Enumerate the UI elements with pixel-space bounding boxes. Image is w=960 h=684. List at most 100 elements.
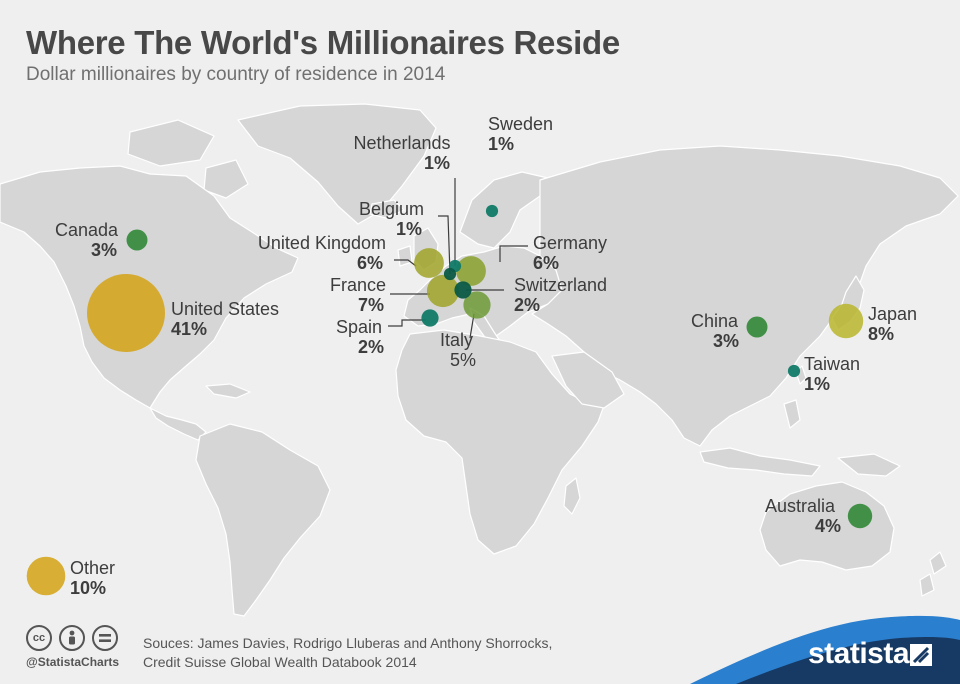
brand-wave-dark	[736, 636, 960, 684]
label-share: 10%	[70, 578, 107, 598]
no-derivatives-icon[interactable]	[92, 625, 118, 651]
label-share: 6%	[533, 253, 560, 273]
label-name: Australia	[765, 496, 836, 516]
iceland-shape	[369, 199, 405, 219]
label-share: 41%	[171, 319, 208, 339]
label-share: 8%	[868, 324, 895, 344]
bubble-australia	[847, 503, 873, 529]
label-italy: Italy 5%	[440, 330, 476, 370]
label-united-kingdom: United Kingdom 6%	[240, 233, 386, 273]
twitter-handle[interactable]: @StatistaCharts	[26, 655, 120, 669]
label-united-states: United States 41%	[171, 299, 279, 339]
source-note: Souces: James Davies, Rodrigo Lluberas a…	[143, 634, 552, 672]
label-name: Switzerland	[514, 275, 608, 295]
label-name: France	[329, 275, 386, 295]
label-share: 3%	[713, 331, 740, 351]
new-zealand-shape-2	[919, 573, 935, 597]
label-share: 3%	[91, 240, 118, 260]
label-name: Canada	[55, 220, 119, 240]
new-guinea-shape	[837, 453, 901, 477]
cc-icon[interactable]: cc	[26, 625, 52, 651]
bubble-canada	[126, 229, 148, 251]
leader-uk	[394, 259, 417, 267]
label-share: 1%	[804, 374, 831, 394]
leader-belgium	[438, 215, 451, 275]
chart-subtitle: Dollar millionaires by country of reside…	[26, 64, 446, 85]
label-taiwan: Taiwan 1%	[804, 354, 860, 394]
bubble-germany	[456, 256, 486, 286]
label-name: United States	[171, 299, 280, 319]
caribbean-shape	[205, 383, 251, 399]
bubble-us	[87, 274, 165, 352]
label-other: Other 10%	[70, 558, 115, 598]
arctic-islands-shape-2	[203, 159, 249, 199]
label-name: Belgium	[358, 199, 424, 219]
bubble-spain	[421, 309, 439, 327]
license-icons: cc	[26, 625, 118, 651]
statista-logo-text[interactable]: statista	[808, 637, 910, 670]
label-name: China	[691, 311, 739, 331]
source-line-2: Credit Suisse Global Wealth Databook 201…	[143, 654, 417, 670]
label-japan: Japan 8%	[868, 304, 917, 344]
label-name: United Kingdom	[257, 233, 386, 253]
label-canada: Canada 3%	[55, 220, 118, 260]
arabia-shape	[551, 351, 625, 409]
label-share: 5%	[450, 350, 477, 370]
label-spain: Spain 2%	[336, 317, 384, 357]
source-line-1: Souces: James Davies, Rodrigo Lluberas a…	[143, 635, 553, 651]
label-share: 1%	[396, 219, 423, 239]
arctic-islands-shape	[127, 119, 215, 167]
label-name: Taiwan	[804, 354, 861, 374]
leader-lines	[388, 178, 528, 339]
label-france: France 7%	[320, 275, 386, 315]
label-switzerland: Switzerland 2%	[514, 275, 607, 315]
label-share: 7%	[358, 295, 385, 315]
statista-logo-icon	[910, 644, 932, 666]
bubble-france	[426, 274, 460, 308]
label-share: 4%	[815, 516, 842, 536]
asia-shape	[531, 145, 959, 447]
label-australia: Australia 4%	[765, 496, 841, 536]
label-belgium: Belgium 1%	[344, 199, 424, 239]
ireland-shape	[397, 245, 413, 267]
new-zealand-shape	[929, 551, 947, 575]
philippines-shape	[783, 399, 801, 429]
label-netherlands: Netherlands 1%	[346, 133, 458, 173]
label-germany: Germany 6%	[533, 233, 607, 273]
label-share: 2%	[358, 337, 385, 357]
label-sweden: Sweden 1%	[488, 114, 553, 154]
indonesia-shape	[699, 447, 821, 477]
label-name: Japan	[868, 304, 918, 324]
label-share: 1%	[488, 134, 515, 154]
madagascar-shape	[563, 477, 581, 515]
attribution-icon[interactable]	[59, 625, 85, 651]
bubble-china	[746, 316, 768, 338]
bubble-other	[26, 556, 66, 596]
bubble-uk	[414, 248, 444, 278]
label-name: Netherlands	[353, 133, 451, 153]
label-share: 6%	[357, 253, 384, 273]
label-name: Germany	[533, 233, 608, 253]
label-name: Spain	[336, 317, 383, 337]
bubble-taiwan	[787, 364, 801, 378]
label-name: Italy	[440, 330, 474, 350]
label-share: 2%	[514, 295, 541, 315]
label-share: 1%	[424, 153, 451, 173]
label-name: Sweden	[488, 114, 554, 134]
leader-spain	[388, 319, 426, 327]
label-china: China 3%	[691, 311, 739, 351]
greenland-shape	[237, 103, 437, 225]
bubble-belgium	[443, 267, 457, 281]
bubble-sweden	[485, 204, 499, 218]
africa-shape	[395, 329, 607, 555]
bubble-italy	[463, 291, 491, 319]
label-name: Other	[70, 558, 116, 578]
south-america-shape	[195, 423, 331, 617]
bubble-japan	[828, 303, 864, 339]
chart-title: Where The World's Millionaires Reside	[26, 24, 620, 61]
bubbles-layer	[26, 204, 873, 596]
bubble-switzerland	[454, 281, 472, 299]
central-america-shape	[149, 407, 207, 441]
leader-germany	[499, 245, 528, 262]
